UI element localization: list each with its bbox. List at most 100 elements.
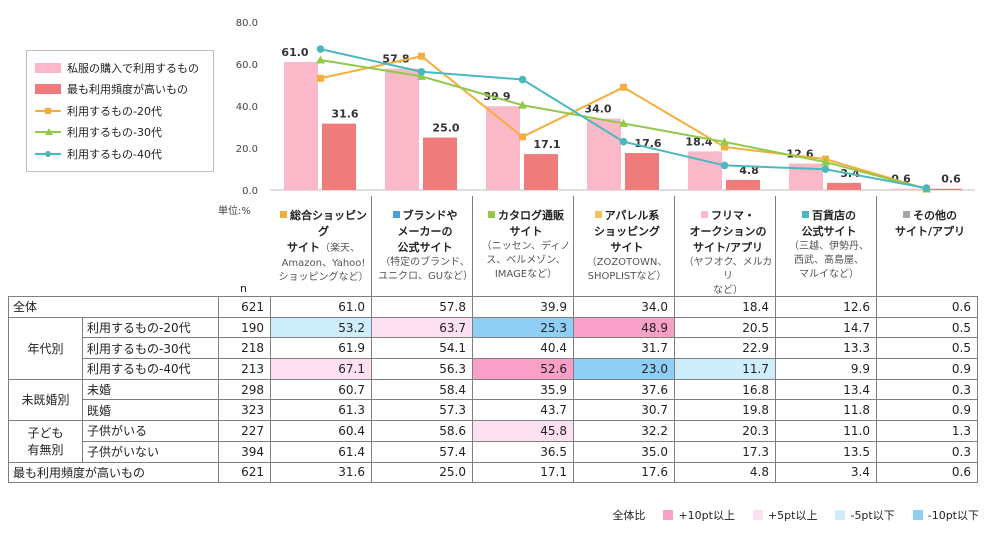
y-tick-label: 40.0 — [236, 102, 258, 113]
category-title: サイト/アプリ — [894, 225, 966, 238]
category-subtitle: 西武、髙島屋、 — [794, 255, 864, 266]
comparison-item-label: +10pt以上 — [678, 509, 735, 522]
value-cell: 14.7 — [775, 316, 877, 339]
legend-swatch — [35, 62, 61, 73]
value-cell: 58.4 — [371, 378, 473, 401]
value-cell: 4.8 — [674, 461, 776, 484]
group-cell: 未既婚別 — [8, 378, 83, 422]
category-title: サイト — [610, 241, 644, 254]
category-title: フリマ・ — [711, 209, 755, 222]
category-title: 百貨店の — [812, 209, 856, 222]
bar — [726, 179, 760, 190]
group-label: 年代別 — [27, 341, 64, 356]
n-column-header: n — [240, 282, 247, 295]
value-cell: 54.1 — [371, 337, 473, 360]
value-cell: 20.5 — [674, 316, 776, 339]
category-title: 公式サイト — [801, 225, 857, 238]
value-cell: 16.8 — [674, 378, 776, 401]
line-point — [317, 74, 324, 82]
value-cell: 0.3 — [876, 440, 978, 463]
value-cell: 11.7 — [674, 358, 776, 380]
line-point — [619, 118, 628, 127]
category-subtitle: マルイなど） — [799, 269, 859, 280]
row-label: 利用するもの-30代 — [82, 337, 219, 360]
category-subtitle: （特定のブランド、 — [380, 257, 470, 268]
legend-item: 最も利用頻度が高いもの — [35, 79, 207, 101]
value-cell: 61.0 — [270, 296, 372, 318]
value-cell: 0.9 — [876, 399, 978, 422]
group-label: 未既婚別 — [21, 393, 70, 408]
category-header: フリマ・ オークションの サイト/アプリ （ヤフオク、メルカリ など） — [674, 196, 775, 296]
value-cell: 18.4 — [674, 296, 776, 318]
group-label: 有無別 — [27, 443, 64, 458]
value-cell: 35.0 — [573, 440, 675, 463]
legend-label: 私服の購入で利用するもの — [67, 61, 199, 75]
row-label: 子供がいる — [82, 420, 219, 442]
value-cell: 60.4 — [270, 420, 372, 442]
table-row: 既婚 323 61.3 57.3 43.7 30.7 19.8 11.8 0.9 — [9, 399, 978, 422]
category-header: アパレル系 ショッピング サイト （ZOZOTOWN、 SHOPLISTなど） — [573, 196, 674, 296]
bar-data-label: 17.1 — [533, 138, 560, 151]
value-cell: 13.3 — [775, 337, 877, 360]
legend-swatch — [35, 127, 61, 137]
line-point — [821, 157, 830, 166]
line-point — [620, 83, 627, 91]
value-cell: 40.4 — [472, 337, 574, 360]
value-cell: 22.9 — [674, 337, 776, 360]
bar-data-label: 61.0 — [281, 46, 308, 59]
group-cell: 子ども 有無別 — [8, 420, 83, 463]
value-cell: 53.2 — [270, 316, 372, 339]
table-row: 子ども 有無別 子供がいる 227 60.4 58.6 45.8 32.2 20.3 11.0 1.… — [8, 420, 978, 463]
comparison-label: 全体比 — [612, 509, 646, 522]
category-subtitle: （ヤフオク、メルカリ — [683, 257, 773, 282]
bar-data-label: 0.6 — [941, 173, 961, 186]
category-title: アパレル系 — [604, 209, 660, 222]
bar — [890, 188, 924, 190]
line-point — [418, 52, 425, 60]
value-cell: 19.8 — [674, 399, 776, 422]
bar — [524, 154, 558, 190]
value-cell: 61.3 — [270, 399, 372, 422]
value-cell: 0.6 — [876, 461, 978, 484]
value-cell: 30.7 — [573, 399, 675, 422]
value-cell: 45.8 — [472, 420, 574, 442]
y-tick-label: 80.0 — [236, 18, 258, 29]
category-subtitle: ユニクロ、GUなど） — [378, 271, 474, 282]
bar — [827, 182, 861, 190]
n-cell: 621 — [218, 296, 271, 318]
value-cell: 48.9 — [573, 316, 675, 339]
line-point — [922, 184, 931, 192]
value-cell: 0.5 — [876, 316, 978, 339]
y-tick-label: 0.0 — [242, 186, 258, 197]
value-cell: 13.5 — [775, 440, 877, 463]
category-color-square — [280, 211, 287, 218]
category-title: ブランドや — [402, 209, 458, 222]
value-cell: 25.0 — [371, 461, 473, 484]
value-cell: 67.1 — [270, 358, 372, 380]
legend-swatch — [35, 149, 61, 159]
value-cell: 17.1 — [472, 461, 574, 484]
value-cell: 31.7 — [573, 337, 675, 360]
legend-item: 利用するもの-20代 — [35, 100, 207, 122]
line-point — [721, 143, 728, 151]
comparison-legend: 全体比 +10pt以上 +5pt以上 -5pt以下 -10pt以下 — [612, 507, 979, 523]
category-header: 百貨店の 公式サイト （三越、伊勢丹、 西武、髙島屋、 マルイなど） — [775, 196, 876, 296]
bar — [322, 123, 356, 190]
group-cell: 年代別 — [8, 316, 83, 380]
value-cell: 13.4 — [775, 378, 877, 401]
comparison-swatch — [835, 510, 846, 520]
value-cell: 0.6 — [876, 296, 978, 318]
table-row: 子供がいない 394 61.4 57.4 36.5 35.0 17.3 13.5 0.3 — [9, 440, 978, 463]
category-title: オークションの — [689, 225, 767, 238]
value-cell: 35.9 — [472, 378, 574, 401]
n-cell: 190 — [218, 316, 271, 339]
bar — [284, 61, 318, 191]
legend-label: 利用するもの-30代 — [67, 126, 162, 140]
n-cell: 621 — [218, 461, 271, 484]
row-label: 利用するもの-40代 — [82, 358, 219, 380]
category-title: カタログ通販 — [498, 209, 564, 222]
legend-item: 利用するもの-40代 — [35, 143, 207, 165]
table-row: 利用するもの-30代 218 61.9 54.1 40.4 31.7 22.9 13.3 0.5 — [9, 337, 978, 360]
legend-label: 利用するもの-20代 — [67, 104, 162, 118]
value-cell: 32.2 — [573, 420, 675, 442]
